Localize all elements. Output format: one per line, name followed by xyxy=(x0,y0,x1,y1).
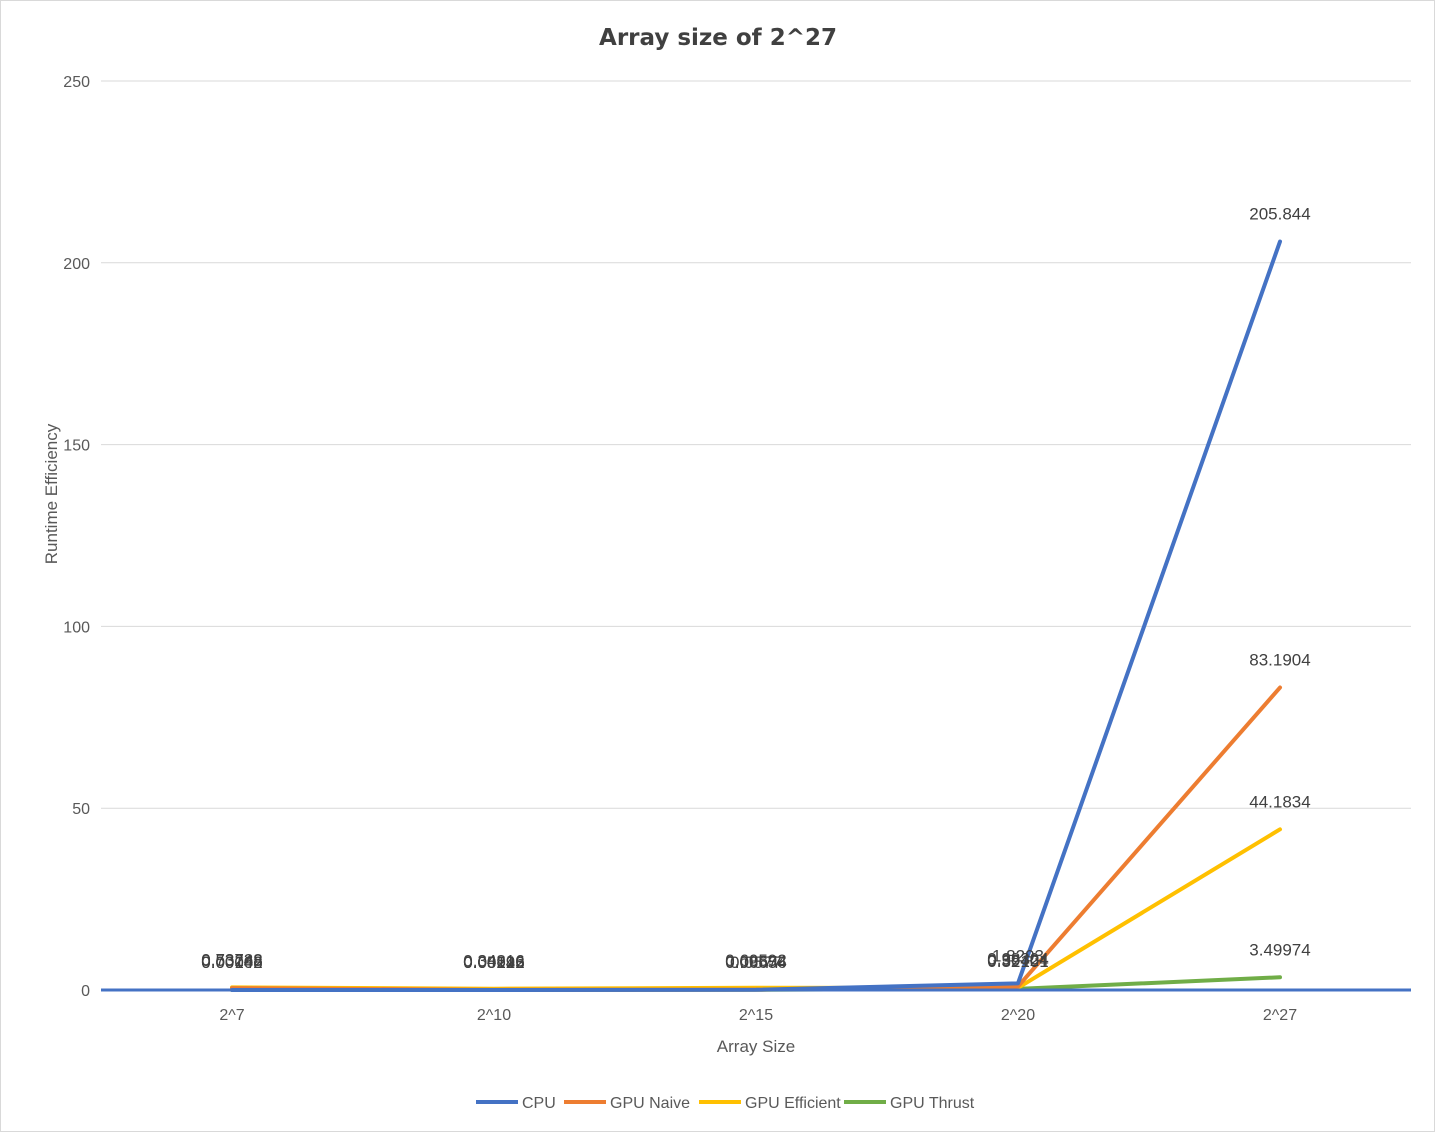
data-label: 0.09574 xyxy=(725,953,786,972)
x-tick-label: 2^7 xyxy=(219,1007,244,1024)
data-label: 0.53248 xyxy=(201,951,262,970)
data-label: 44.1834 xyxy=(1249,792,1310,811)
y-tick-label: 150 xyxy=(63,438,90,455)
x-axis-title: Array Size xyxy=(717,1037,795,1056)
data-label: 0.73728 xyxy=(201,950,262,969)
y-tick-label: 250 xyxy=(63,74,90,91)
y-tick-label: 50 xyxy=(72,801,90,818)
data-label: 0.00048 xyxy=(201,953,262,972)
data-label: 0.00243 xyxy=(463,953,524,972)
x-axis-ticks: 2^7 2^10 2^15 2^20 2^27 xyxy=(219,1007,1297,1024)
series-line-1 xyxy=(230,685,1282,992)
chart-title: Array size of 2^27 xyxy=(599,25,837,51)
data-label: 0.06656 xyxy=(725,953,786,972)
data-label: 0.32101 xyxy=(987,952,1048,971)
data-label: 0.00102 xyxy=(201,953,262,972)
x-tick-label: 2^15 xyxy=(739,1007,773,1024)
legend-label: GPU Thrust xyxy=(890,1095,975,1112)
y-tick-label: 100 xyxy=(63,619,90,636)
legend-label: GPU Efficient xyxy=(745,1095,841,1112)
y-tick-label: 0 xyxy=(81,983,90,1000)
data-label: 205.844 xyxy=(1249,205,1310,224)
data-label: 83.1904 xyxy=(1249,651,1310,670)
x-tick-label: 2^27 xyxy=(1263,1007,1297,1024)
y-axis-ticks: 0 50 100 150 200 250 xyxy=(63,74,90,1000)
gridlines xyxy=(101,80,1411,809)
data-label: 0.60592 xyxy=(725,951,786,970)
data-labels: 0.00048 0.00243 0.0577 1.8293 205.844 0.53248… xyxy=(201,205,1310,972)
legend-label: GPU Naive xyxy=(610,1095,690,1112)
data-label: 0.34816 xyxy=(463,952,524,971)
data-label: 0.98304 xyxy=(987,949,1048,968)
data-label: 1.8293 xyxy=(992,946,1044,965)
legend-label: CPU xyxy=(522,1095,556,1112)
series-lines xyxy=(230,239,1282,992)
data-label: 0.00992 xyxy=(463,953,524,972)
x-tick-label: 2^20 xyxy=(1001,1007,1035,1024)
x-tick-label: 2^10 xyxy=(477,1007,511,1024)
data-label: 3.49974 xyxy=(1249,940,1310,959)
y-axis-title: Runtime Efficiency xyxy=(42,423,61,564)
data-label: 0.0577 xyxy=(730,953,782,972)
series-line-0 xyxy=(230,239,1282,992)
data-label: 0.59424 xyxy=(987,951,1048,970)
data-label: 0.05126 xyxy=(463,953,524,972)
legend: CPU GPU Naive GPU Efficient GPU Thrust xyxy=(476,1095,975,1112)
y-tick-label: 200 xyxy=(63,256,90,273)
